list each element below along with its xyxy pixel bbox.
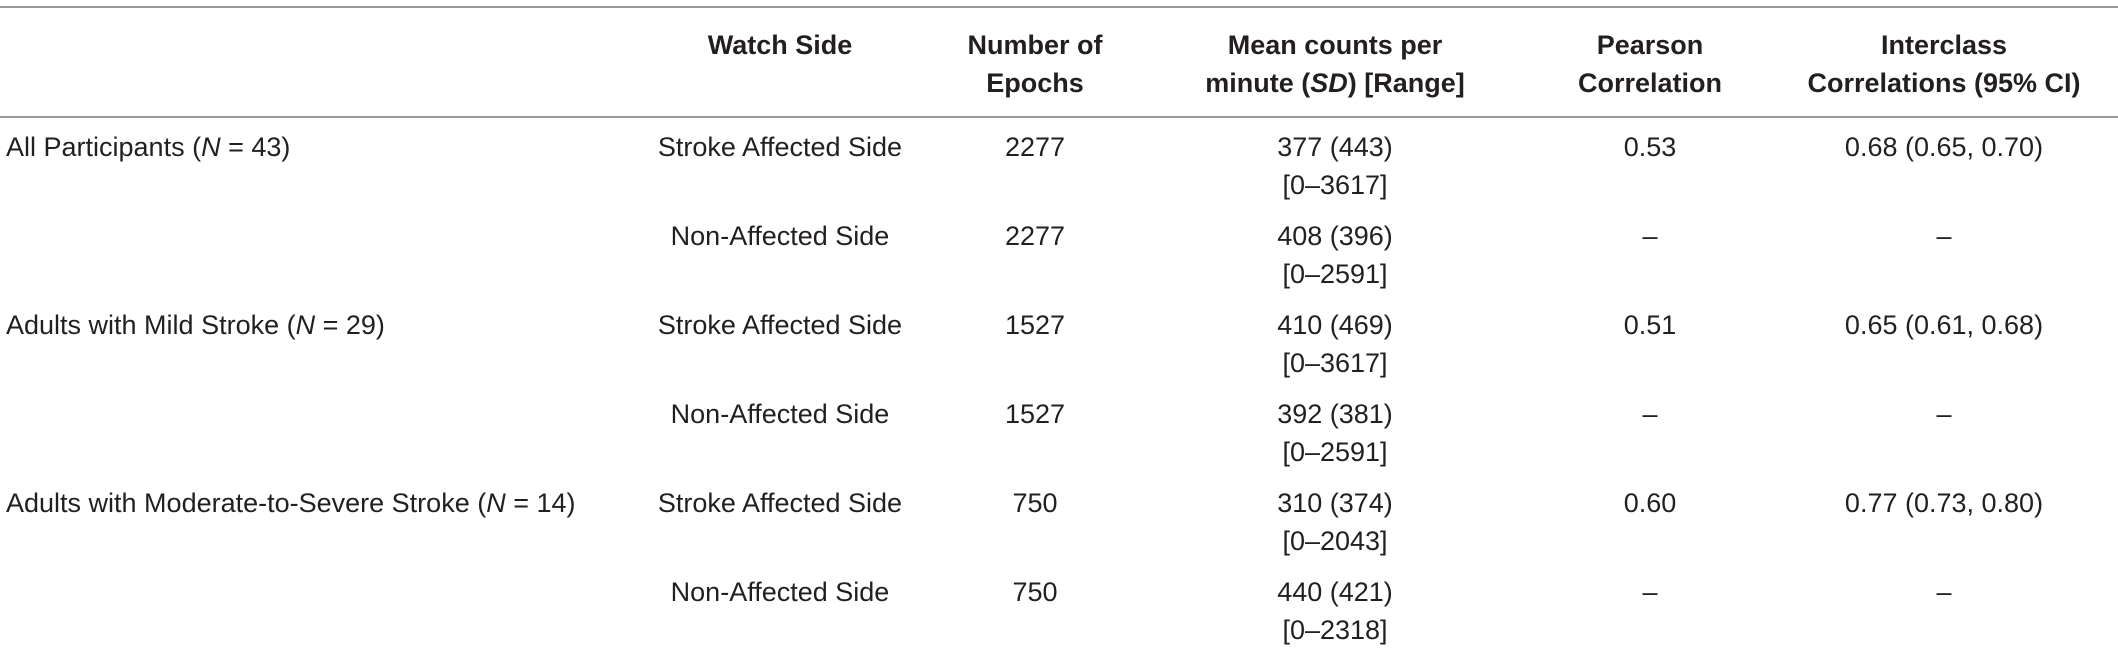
header-mean-line1: Mean counts per: [1227, 30, 1443, 60]
mean-cell: 408 (396) [0–2591]: [1140, 207, 1530, 296]
header-pearson: Pearson Correlation: [1530, 7, 1770, 117]
mean-value: 377 (443): [1277, 132, 1393, 162]
header-row: Watch Side Number of Epochs Mean counts …: [0, 7, 2118, 117]
icc-cell: –: [1936, 399, 1952, 429]
pearson-cell: –: [1642, 399, 1658, 429]
epochs-cell: 1527: [1004, 399, 1066, 429]
watch-side-cell: Non-Affected Side: [670, 221, 890, 251]
header-mean-pre: minute (: [1205, 68, 1311, 98]
watch-side-cell: Non-Affected Side: [670, 399, 890, 429]
range-value: [0–2043]: [1282, 526, 1388, 556]
watch-side-cell: Stroke Affected Side: [657, 488, 903, 518]
mean-value: 408 (396): [1277, 221, 1393, 251]
group-pre: Adults with Mild Stroke (: [6, 310, 296, 340]
group-pre: All Participants (: [6, 132, 202, 162]
group-cell: Adults with Moderate-to-Severe Stroke (N…: [0, 474, 630, 563]
header-icc: Interclass Correlations (95% CI): [1770, 7, 2118, 117]
mean-value: 410 (469): [1277, 310, 1393, 340]
icc-cell: 0.65 (0.61, 0.68): [1844, 310, 2044, 340]
table-row: Non-Affected Side 2277 408 (396) [0–2591]…: [0, 207, 2118, 296]
pearson-cell: –: [1642, 577, 1658, 607]
table-row: Non-Affected Side 1527 392 (381) [0–2591]…: [0, 385, 2118, 474]
epochs-cell: 1527: [1004, 310, 1066, 340]
range-value: [0–2591]: [1282, 259, 1388, 289]
table-row: Non-Affected Side 750 440 (421) [0–2318] …: [0, 563, 2118, 652]
header-epochs-line1: Number of: [967, 30, 1103, 60]
epochs-cell: 2277: [1004, 221, 1066, 251]
table-row: All Participants (N = 43) Stroke Affecte…: [0, 117, 2118, 207]
group-cell: [0, 563, 630, 652]
header-epochs: Number of Epochs: [930, 7, 1140, 117]
mean-cell: 410 (469) [0–3617]: [1140, 296, 1530, 385]
results-table: Watch Side Number of Epochs Mean counts …: [0, 6, 2118, 652]
icc-cell: –: [1936, 221, 1952, 251]
header-mean-line2: minute (SD) [Range]: [1146, 64, 1524, 102]
icc-cell: –: [1936, 577, 1952, 607]
group-em: N: [486, 488, 506, 518]
epochs-cell: 750: [1012, 577, 1058, 607]
epochs-cell: 750: [1012, 488, 1058, 518]
header-mean-em: SD: [1310, 68, 1348, 98]
table-row: Adults with Moderate-to-Severe Stroke (N…: [0, 474, 2118, 563]
header-group: [0, 7, 630, 117]
header-watch-side: Watch Side: [630, 7, 930, 117]
group-cell: Adults with Mild Stroke (N = 29): [0, 296, 630, 385]
mean-value: 310 (374): [1277, 488, 1393, 518]
group-post: = 43): [220, 132, 291, 162]
group-cell: [0, 385, 630, 474]
header-mean-counts: Mean counts per minute (SD) [Range]: [1140, 7, 1530, 117]
group-post: = 14): [505, 488, 576, 518]
mean-value: 440 (421): [1277, 577, 1393, 607]
icc-cell: 0.68 (0.65, 0.70): [1844, 132, 2044, 162]
group-em: N: [201, 132, 221, 162]
range-value: [0–2318]: [1282, 615, 1388, 645]
pearson-cell: –: [1642, 221, 1658, 251]
group-cell: All Participants (N = 43): [0, 117, 630, 207]
epochs-cell: 2277: [1004, 132, 1066, 162]
watch-side-cell: Stroke Affected Side: [657, 132, 903, 162]
watch-side-cell: Stroke Affected Side: [657, 310, 903, 340]
pearson-cell: 0.51: [1623, 310, 1677, 340]
pearson-cell: 0.53: [1623, 132, 1677, 162]
group-pre: Adults with Moderate-to-Severe Stroke (: [6, 488, 487, 518]
header-pearson-line2: Correlation: [1577, 68, 1723, 98]
mean-cell: 377 (443) [0–3617]: [1140, 117, 1530, 207]
range-value: [0–3617]: [1282, 170, 1388, 200]
table-row: Adults with Mild Stroke (N = 29) Stroke …: [0, 296, 2118, 385]
pearson-cell: 0.60: [1623, 488, 1677, 518]
table-header: Watch Side Number of Epochs Mean counts …: [0, 7, 2118, 117]
group-post: = 29): [315, 310, 385, 340]
mean-cell: 392 (381) [0–2591]: [1140, 385, 1530, 474]
header-icc-line2: Correlations (95% CI): [1807, 68, 2081, 98]
mean-cell: 440 (421) [0–2318]: [1140, 563, 1530, 652]
group-cell: [0, 207, 630, 296]
header-mean-post: ) [Range]: [1347, 68, 1465, 98]
header-epochs-line2: Epochs: [986, 68, 1084, 98]
group-em: N: [295, 310, 316, 340]
header-watch-side-text: Watch Side: [707, 30, 853, 60]
mean-cell: 310 (374) [0–2043]: [1140, 474, 1530, 563]
icc-cell: 0.77 (0.73, 0.80): [1844, 488, 2044, 518]
header-icc-line1: Interclass: [1880, 30, 2008, 60]
watch-side-cell: Non-Affected Side: [670, 577, 890, 607]
table-body: All Participants (N = 43) Stroke Affecte…: [0, 117, 2118, 652]
mean-value: 392 (381): [1277, 399, 1393, 429]
range-value: [0–2591]: [1282, 437, 1388, 467]
header-pearson-line1: Pearson: [1596, 30, 1704, 60]
range-value: [0–3617]: [1282, 348, 1388, 378]
